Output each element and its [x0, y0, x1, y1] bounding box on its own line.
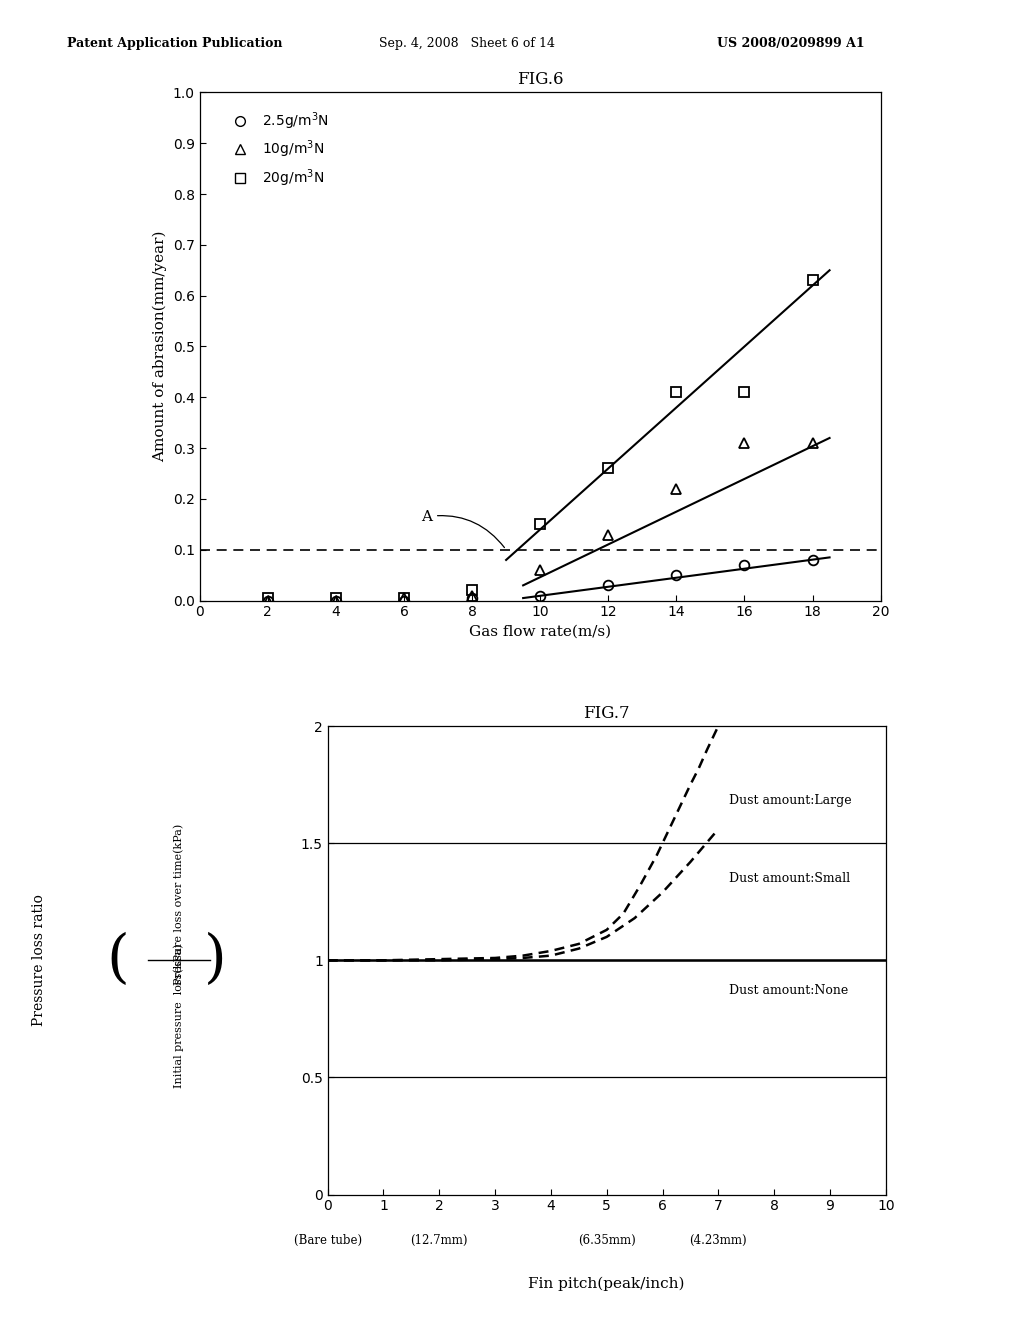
- Text: (Bare tube): (Bare tube): [294, 1234, 361, 1247]
- Text: ): ): [204, 932, 226, 989]
- Title: FIG.6: FIG.6: [517, 71, 563, 88]
- Text: US 2008/0209899 A1: US 2008/0209899 A1: [717, 37, 864, 50]
- Text: Dust amount:None: Dust amount:None: [729, 985, 849, 997]
- Text: Initial pressure  loss(kPa): Initial pressure loss(kPa): [174, 944, 184, 1088]
- Title: FIG.7: FIG.7: [584, 705, 630, 722]
- Text: Pressure loss ratio: Pressure loss ratio: [32, 895, 46, 1026]
- Legend: 2.5g/m$^3$N, 10g/m$^3$N, 20g/m$^3$N: 2.5g/m$^3$N, 10g/m$^3$N, 20g/m$^3$N: [220, 104, 334, 194]
- Text: (6.35mm): (6.35mm): [578, 1234, 636, 1247]
- Text: A: A: [421, 510, 505, 548]
- Text: Pressure loss over time(kPa): Pressure loss over time(kPa): [174, 824, 184, 986]
- Text: Dust amount:Small: Dust amount:Small: [729, 871, 851, 884]
- Text: (: (: [106, 932, 129, 989]
- Text: Patent Application Publication: Patent Application Publication: [67, 37, 282, 50]
- Text: Fin pitch(peak/inch): Fin pitch(peak/inch): [528, 1276, 685, 1291]
- Text: (12.7mm): (12.7mm): [411, 1234, 468, 1247]
- Y-axis label: Amount of abrasion(mm/year): Amount of abrasion(mm/year): [153, 231, 167, 462]
- Text: Sep. 4, 2008   Sheet 6 of 14: Sep. 4, 2008 Sheet 6 of 14: [379, 37, 555, 50]
- Text: Dust amount:Large: Dust amount:Large: [729, 795, 852, 808]
- X-axis label: Gas flow rate(m/s): Gas flow rate(m/s): [469, 624, 611, 639]
- Text: (4.23mm): (4.23mm): [689, 1234, 748, 1247]
